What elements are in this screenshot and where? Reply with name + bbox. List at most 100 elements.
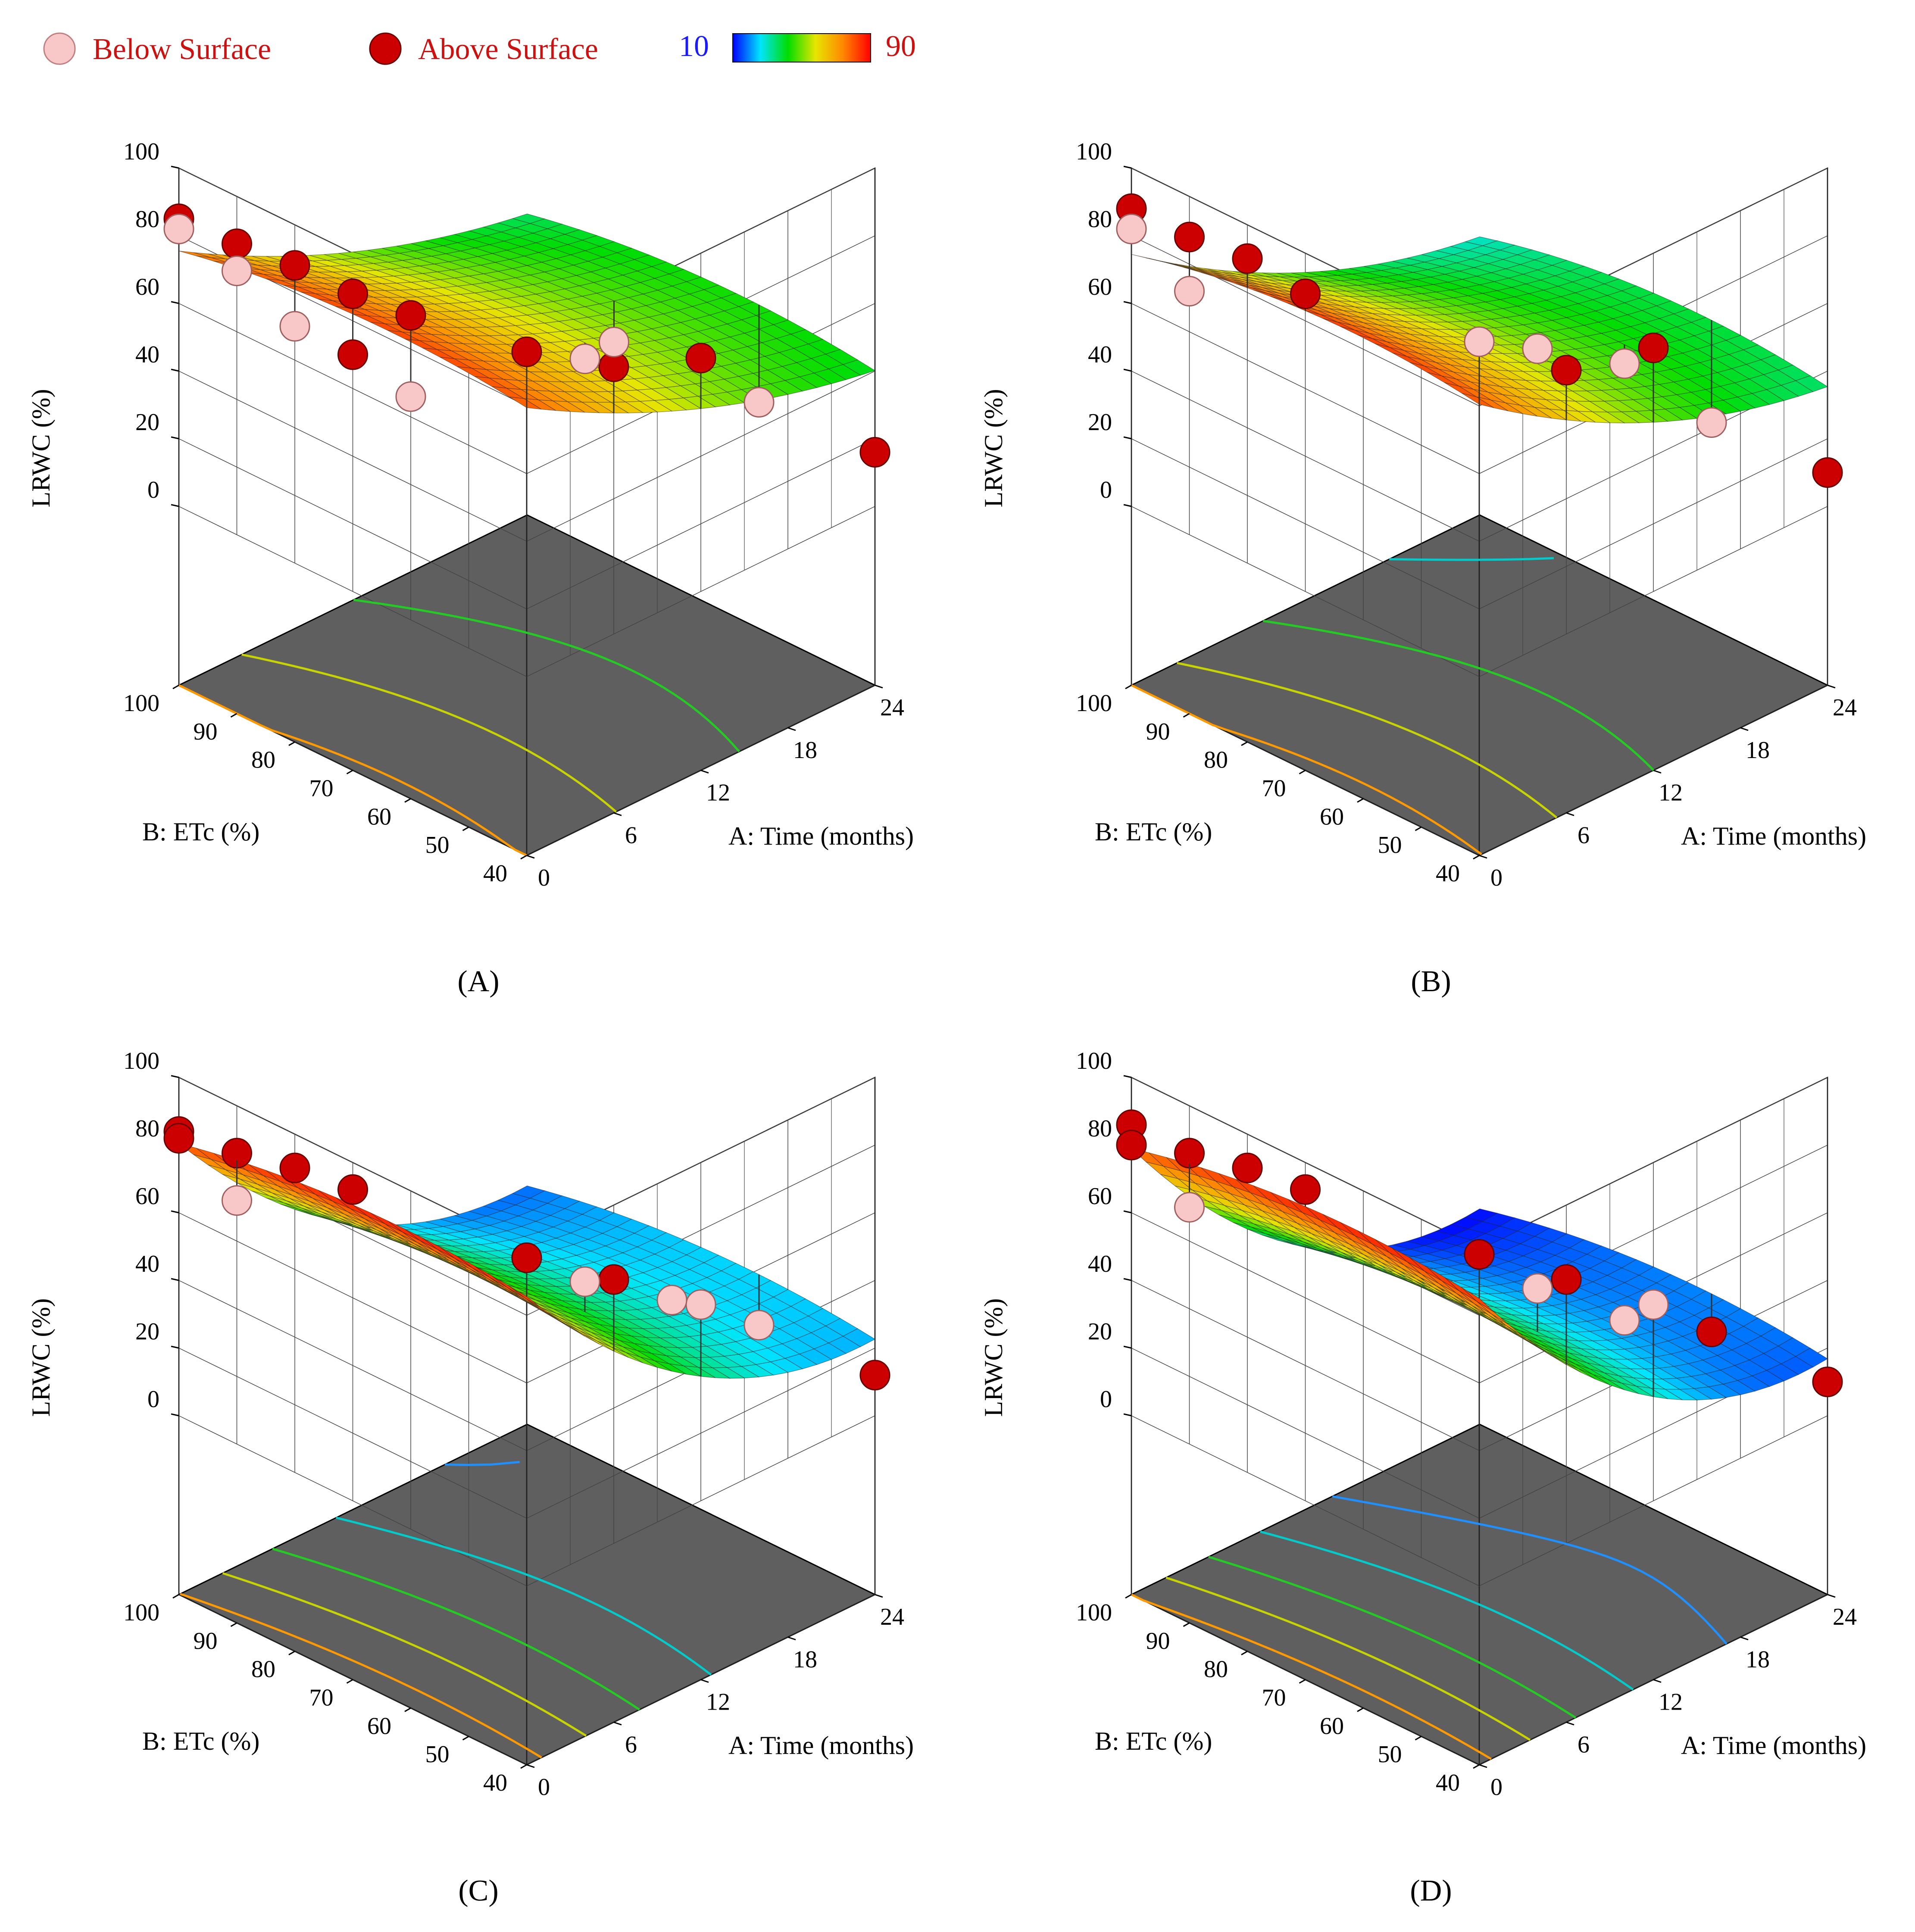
z-tick <box>171 1345 179 1349</box>
y-tick <box>230 1622 237 1627</box>
x-tick <box>1740 727 1749 731</box>
contour-line <box>222 1572 587 1737</box>
x-tick-label: 0 <box>1490 1774 1503 1801</box>
z-tick <box>1123 1345 1132 1349</box>
y-tick-label: 80 <box>251 1656 275 1683</box>
contour-line <box>180 1593 542 1759</box>
y-tick-label: 60 <box>367 803 391 830</box>
below-surface-point <box>1116 213 1147 244</box>
panel-caption: (D) <box>1410 1874 1452 1907</box>
panel-caption: (A) <box>457 965 499 998</box>
z-tick <box>1123 1210 1132 1214</box>
x-axis-label: A: Time (months) <box>1681 822 1866 850</box>
y-tick-label: 70 <box>309 775 334 802</box>
surface-cell <box>178 250 211 258</box>
x-tick <box>1740 1636 1749 1641</box>
above-surface-point <box>685 343 716 374</box>
y-tick <box>288 741 295 746</box>
y-tick-label: 90 <box>1146 1628 1170 1654</box>
below-surface-point <box>569 343 600 375</box>
z-tick <box>171 1210 179 1214</box>
x-tick-label: 18 <box>1746 737 1770 764</box>
contour-line <box>1177 662 1558 819</box>
above-surface-point <box>859 437 890 468</box>
x-tick-label: 6 <box>625 1731 637 1758</box>
y-tick-label: 100 <box>1076 1599 1112 1626</box>
x-tick-label: 24 <box>1833 694 1857 721</box>
x-tick-label: 18 <box>793 1646 817 1673</box>
above-surface-point <box>1174 222 1205 253</box>
below-surface-point <box>1522 1273 1553 1304</box>
above-surface-point <box>511 1242 542 1273</box>
x-tick <box>875 684 883 689</box>
above-surface-point <box>279 1152 310 1183</box>
x-tick-label: 12 <box>1659 1689 1683 1716</box>
z-axis-label: LRWC (%) <box>27 1298 55 1417</box>
below-surface-point <box>1464 326 1495 357</box>
below-surface-point <box>222 1185 252 1216</box>
x-tick-label: 24 <box>1833 1604 1857 1630</box>
y-tick-label: 50 <box>1378 832 1402 858</box>
response-surface <box>1131 236 1828 424</box>
y-tick-label: 40 <box>483 1770 507 1796</box>
y-tick <box>404 1707 411 1712</box>
y-tick <box>1183 713 1190 718</box>
y-tick-label: 80 <box>1204 747 1228 774</box>
panel-b: 0 6 12 18 24 40 50 60 70 80 90 100 0 20 40 60 80 100 A: Ti… <box>979 138 1866 998</box>
z-tick-label: 100 <box>1076 138 1112 165</box>
colorbar <box>732 33 871 62</box>
x-tick-label: 12 <box>706 1689 730 1716</box>
y-tick-label: 50 <box>425 832 450 858</box>
z-tick-label: 60 <box>135 1183 159 1210</box>
z-tick-label: 0 <box>147 1386 159 1413</box>
below-surface-label: Below Surface <box>93 33 271 66</box>
contour-line <box>1262 620 1655 771</box>
z-axis-label: LRWC (%) <box>979 1298 1008 1417</box>
contour-line <box>445 1461 520 1466</box>
z-axis-label: LRWC (%) <box>979 389 1008 508</box>
x-tick <box>787 727 796 731</box>
panel-d: 0 6 12 18 24 40 50 60 70 80 90 100 0 20 40 60 80 100 A: Ti… <box>979 1048 1866 1907</box>
above-surface-point <box>511 336 542 367</box>
y-tick-label: 90 <box>1146 718 1170 745</box>
below-surface-point <box>163 213 194 244</box>
z-tick <box>171 436 179 440</box>
z-tick <box>1123 1413 1132 1417</box>
x-tick-label: 6 <box>1578 822 1590 849</box>
z-tick <box>1123 436 1132 440</box>
below-surface-point <box>656 1285 687 1316</box>
z-tick <box>171 1075 179 1078</box>
colorbar-min-label: 10 <box>679 30 709 63</box>
y-tick-label: 70 <box>1262 1685 1286 1711</box>
y-tick-label: 60 <box>1320 1713 1344 1739</box>
z-tick-label: 40 <box>1088 341 1112 368</box>
y-tick <box>230 713 237 718</box>
y-tick-label: 90 <box>194 1628 218 1654</box>
x-tick <box>875 1594 883 1598</box>
z-tick-label: 40 <box>135 1251 159 1277</box>
contour-line <box>336 1517 712 1676</box>
above-surface-label: Above Surface <box>418 33 598 66</box>
below-surface-point <box>279 311 310 342</box>
x-tick <box>1479 1764 1487 1768</box>
legend: Below Surface Above Surface 10 90 <box>43 30 916 66</box>
z-tick-label: 20 <box>1088 409 1112 436</box>
x-tick <box>526 1764 535 1768</box>
z-tick-label: 0 <box>1100 477 1112 503</box>
x-tick-label: 18 <box>793 737 817 764</box>
z-axis-label: LRWC (%) <box>27 389 55 508</box>
y-tick-label: 50 <box>425 1741 450 1768</box>
y-tick-label: 50 <box>1378 1741 1402 1768</box>
z-tick-label: 0 <box>147 477 159 503</box>
x-tick <box>526 855 535 859</box>
below-surface-point <box>1609 348 1640 379</box>
above-surface-point <box>163 1123 194 1154</box>
y-tick-label: 60 <box>367 1713 391 1739</box>
below-surface-point <box>1174 276 1205 307</box>
z-tick <box>171 301 179 304</box>
y-tick-label: 40 <box>483 860 507 887</box>
below-surface-point <box>1696 407 1727 438</box>
y-tick <box>346 770 353 774</box>
z-tick-label: 0 <box>1100 1386 1112 1413</box>
